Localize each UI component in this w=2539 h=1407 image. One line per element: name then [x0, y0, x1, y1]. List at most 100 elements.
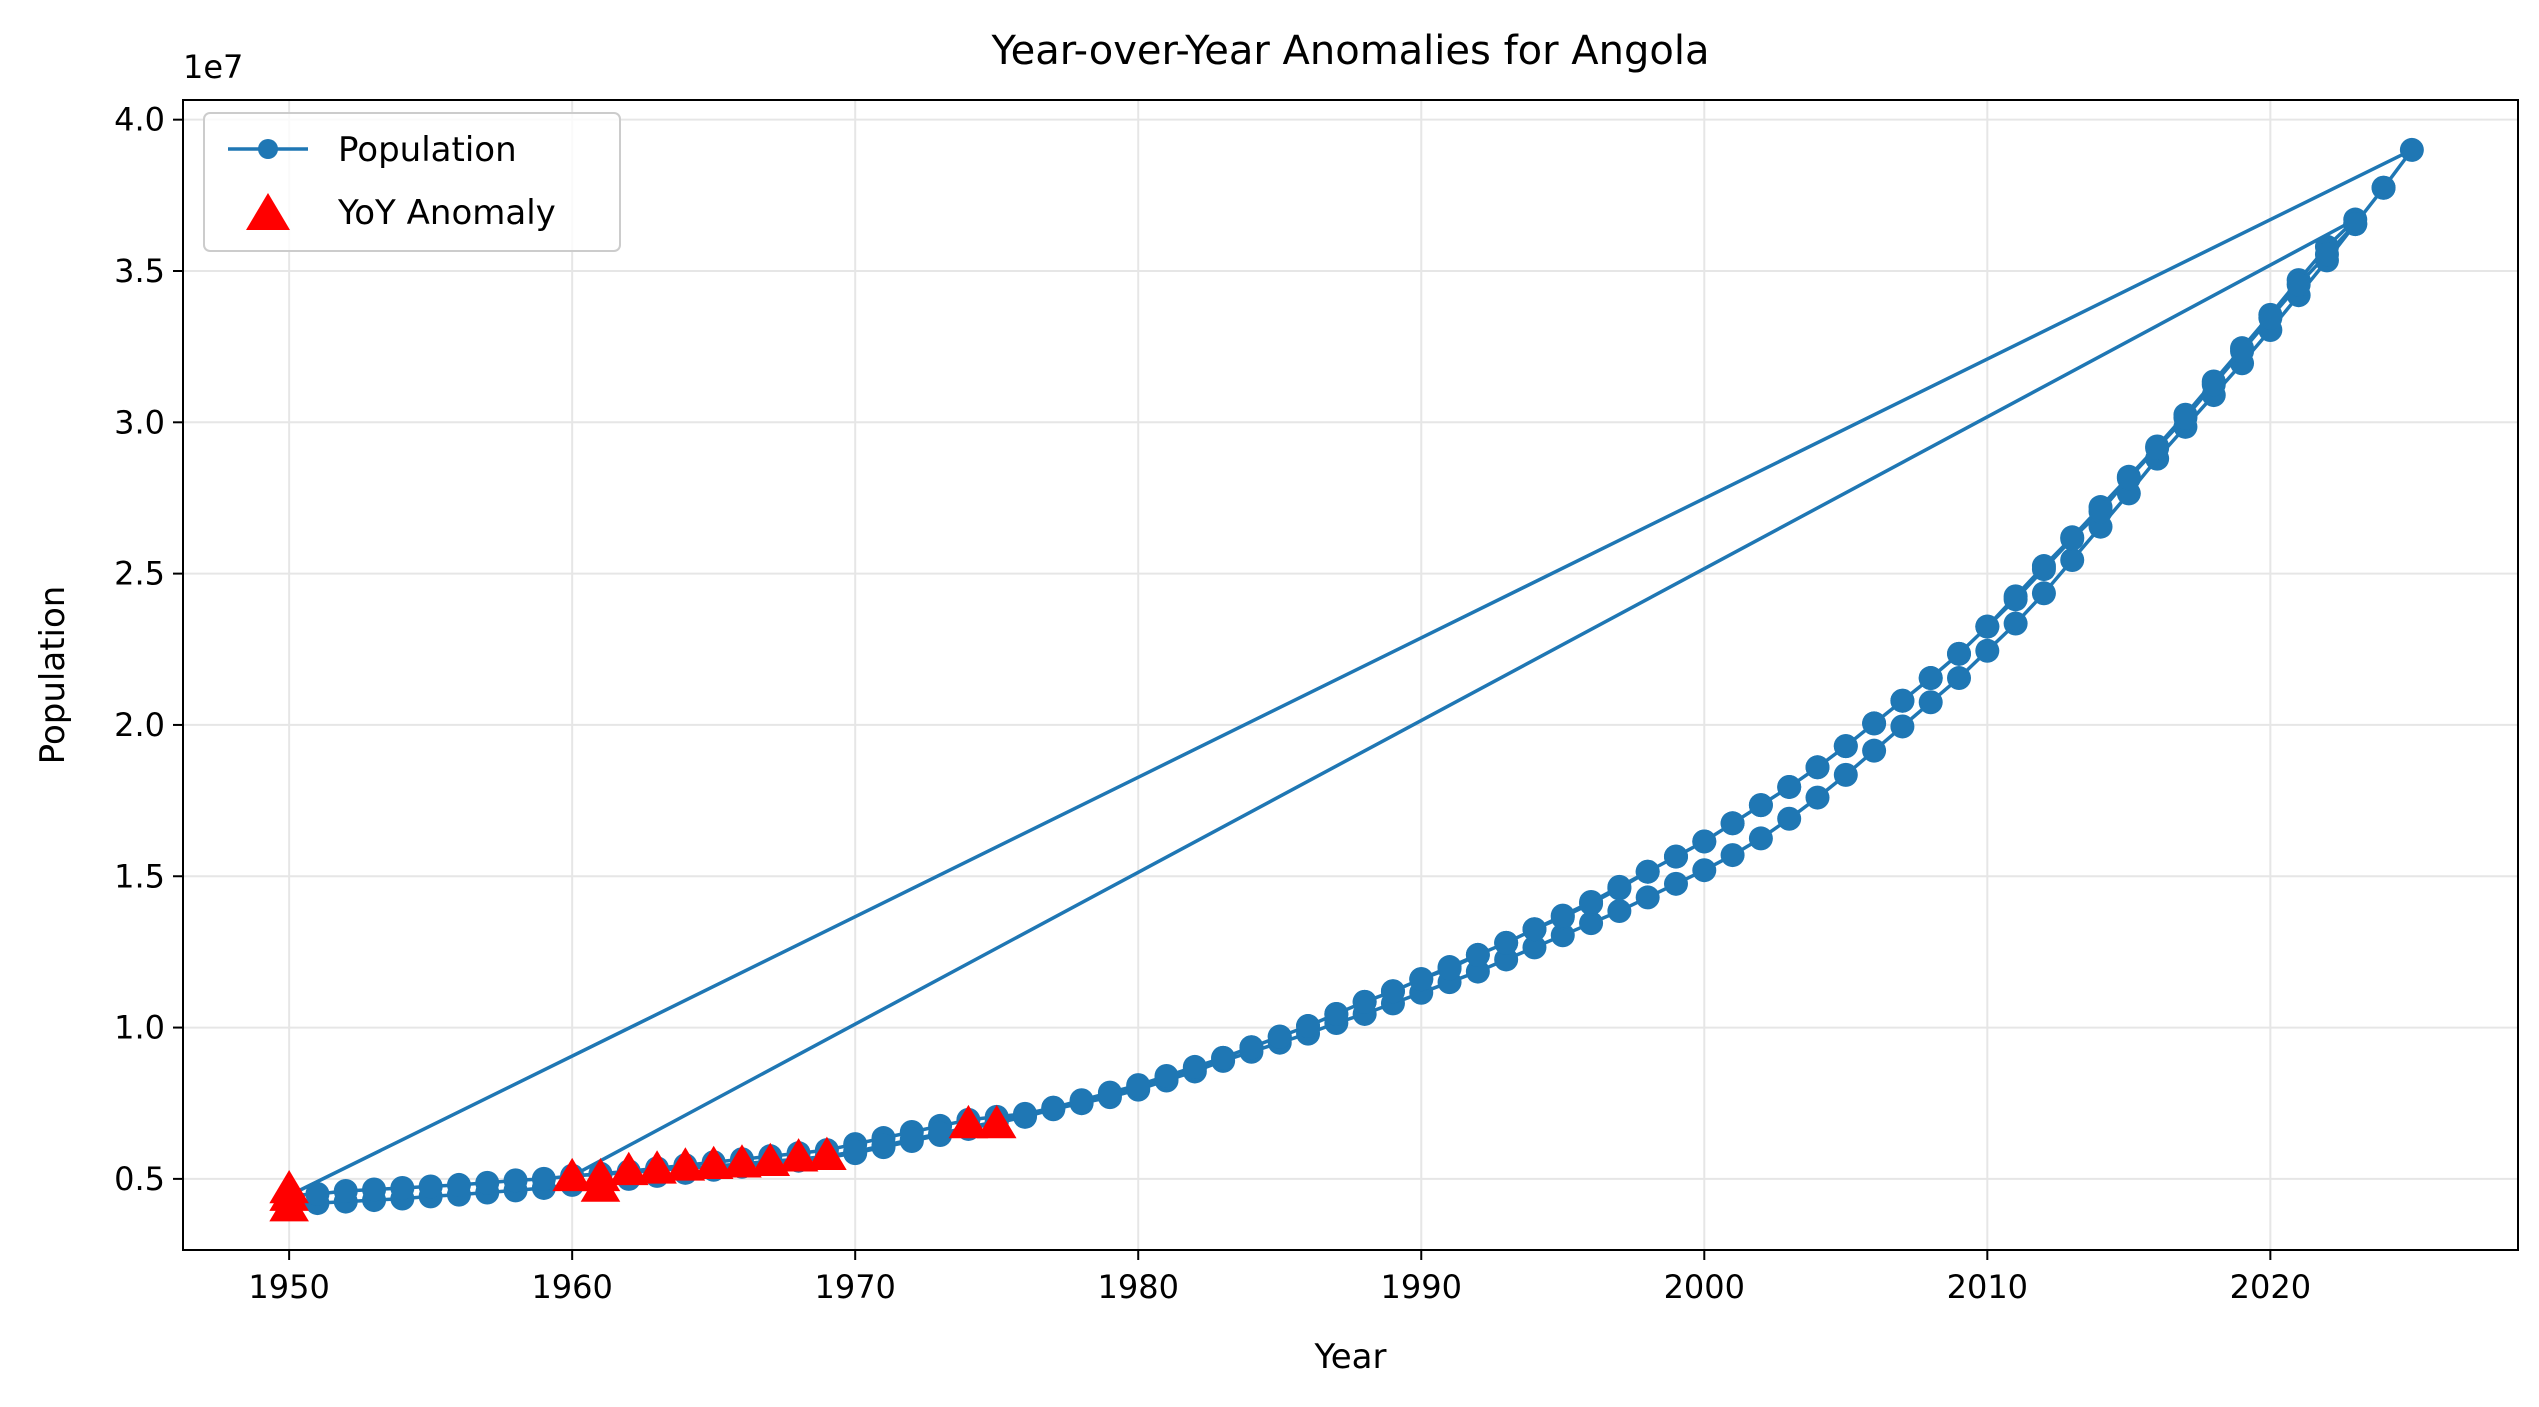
population-point: [1550, 923, 1575, 948]
population-point: [2003, 611, 2028, 636]
population-point: [1635, 885, 1660, 910]
population-point: [1267, 1024, 1292, 1049]
x-tick-label: 1970: [814, 1268, 895, 1306]
plot-frame: [182, 99, 2519, 1251]
population-point: [1522, 935, 1547, 960]
population-point: [1522, 917, 1547, 942]
anomaly-marker: [608, 1151, 649, 1186]
population-point: [2230, 339, 2255, 364]
anomaly-marker: [637, 1150, 677, 1184]
population-point: [1918, 666, 1943, 691]
y-tick-label: 2.0: [114, 706, 165, 744]
population-point: [1805, 785, 1830, 810]
population-point: [1975, 638, 2000, 663]
anomaly-marker: [778, 1138, 819, 1172]
population-point: [1890, 688, 1915, 713]
population-point: [2201, 372, 2226, 397]
population-point: [1550, 903, 1575, 928]
population-point: [1324, 1001, 1349, 1026]
population-point: [2003, 587, 2028, 612]
population-point: [1862, 711, 1887, 736]
legend-anomaly-label: YoY Anomaly: [337, 193, 556, 233]
x-tick-label: 2010: [1947, 1268, 2028, 1306]
x-tick-label: 2020: [2230, 1268, 2311, 1306]
population-point: [2343, 212, 2368, 237]
population-point: [1239, 1035, 1264, 1060]
y-tick-label: 2.5: [114, 555, 165, 593]
population-point: [1607, 874, 1632, 899]
population-point: [2145, 436, 2170, 461]
population-point: [1777, 774, 1802, 799]
anomaly-marker: [948, 1104, 989, 1139]
population-point: [1211, 1045, 1236, 1070]
population-point: [305, 1182, 330, 1207]
population-point: [1635, 859, 1660, 884]
population-point: [1720, 843, 1745, 868]
population-point: [1013, 1103, 1038, 1128]
population-point: [899, 1127, 924, 1152]
population-point: [871, 1133, 896, 1158]
population-point: [1126, 1073, 1151, 1098]
population-point: [2314, 242, 2339, 267]
population-point: [1663, 871, 1688, 896]
population-point: [1352, 989, 1377, 1014]
population-point: [1579, 911, 1604, 936]
y-axis-label: Population: [33, 586, 73, 765]
population-point: [1296, 1014, 1321, 1039]
population-point: [531, 1166, 556, 1191]
anomaly-marker: [269, 1169, 309, 1204]
population-point: [1154, 1063, 1179, 1088]
population-point: [1069, 1088, 1094, 1113]
population-point: [1380, 979, 1405, 1004]
population-point: [1720, 811, 1745, 836]
population-point: [1097, 1080, 1122, 1105]
population-point: [1409, 967, 1434, 992]
population-point: [1947, 666, 1972, 691]
population-point: [1918, 690, 1943, 715]
x-tick-label: 2000: [1664, 1268, 1745, 1306]
legend-population-label: Population: [338, 130, 517, 170]
anomaly-marker: [665, 1147, 706, 1181]
population-point: [1777, 806, 1802, 831]
population-point: [1494, 947, 1519, 972]
population-point: [362, 1177, 387, 1202]
legend-anomaly-marker: [246, 193, 290, 230]
y-tick-label: 1.5: [114, 857, 165, 895]
population-point: [1748, 793, 1773, 818]
population-point: [1579, 889, 1604, 914]
population-point: [418, 1174, 443, 1199]
population-point: [1862, 738, 1887, 763]
population-point: [1607, 899, 1632, 924]
population-point: [1182, 1054, 1207, 1079]
x-tick-label: 1960: [531, 1268, 612, 1306]
population-point: [1437, 956, 1462, 981]
legend-population-marker: [258, 139, 278, 159]
anomaly-marker: [976, 1104, 1017, 1139]
population-point: [1748, 826, 1773, 851]
x-tick-label: 1990: [1381, 1268, 1462, 1306]
population-point: [1975, 614, 2000, 639]
chart-title: Year-over-Year Anomalies for Angola: [990, 28, 1709, 74]
x-axis-label: Year: [1314, 1337, 1387, 1377]
population-point: [1833, 762, 1858, 787]
plot-data: [269, 137, 2424, 1222]
population-point: [1833, 734, 1858, 759]
population-point: [503, 1168, 528, 1193]
y-tick-label: 3.5: [114, 252, 165, 290]
y-tick-label: 4.0: [114, 101, 165, 139]
population-point: [2031, 581, 2056, 606]
population-point: [1947, 641, 1972, 666]
population-point: [2031, 557, 2056, 582]
population-point: [1663, 844, 1688, 869]
anomaly-marker: [807, 1136, 847, 1170]
population-point: [2088, 499, 2113, 524]
x-tick-label: 1980: [1098, 1268, 1179, 1306]
population-point: [1465, 959, 1490, 984]
axis-ticks: 1950 1960 1970 1980 1990 2000 2010 2020 0.5 1.0 1.…: [114, 101, 2311, 1306]
population-point: [1465, 942, 1490, 967]
legend: Population YoY Anomaly: [203, 112, 621, 252]
population-point: [390, 1175, 415, 1200]
x-tick-label: 1950: [248, 1268, 329, 1306]
population-point: [1041, 1095, 1066, 1120]
